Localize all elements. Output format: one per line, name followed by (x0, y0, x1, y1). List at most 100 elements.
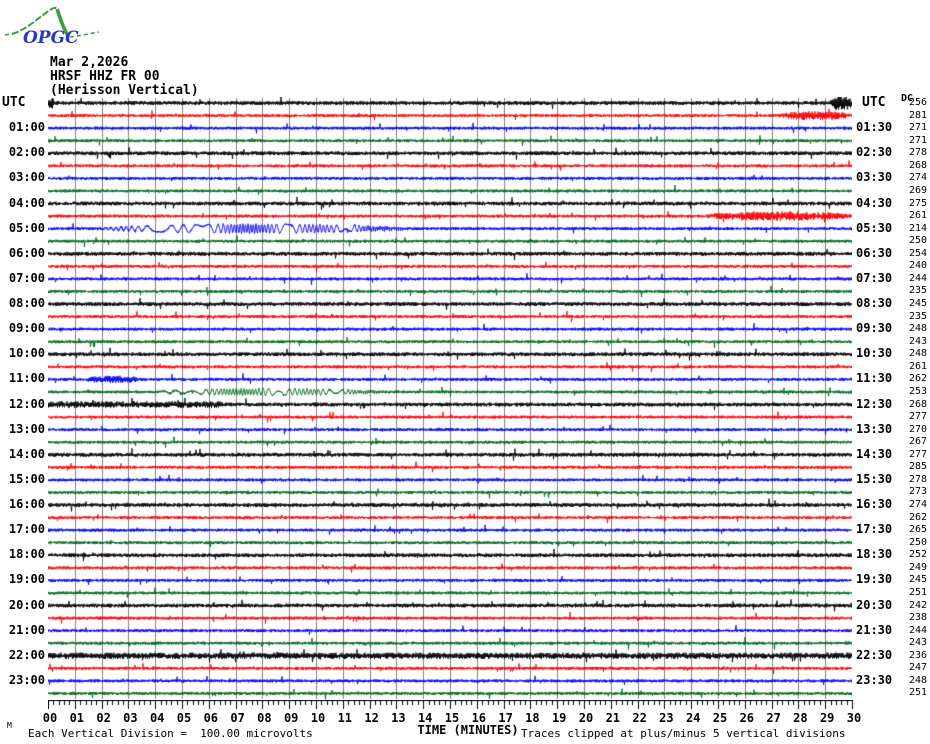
x-tick-label: 22 (632, 711, 647, 725)
left-time-label: 08:00 (8, 296, 45, 310)
corner-mark: M (7, 721, 12, 730)
x-tick-label: 11 (337, 711, 353, 725)
dc-value: 256 (908, 97, 927, 108)
dc-value: 250 (908, 235, 927, 247)
x-tick-label: 18 (525, 711, 540, 725)
right-time-label: 10:30 (856, 346, 893, 361)
dc-value: 243 (908, 335, 927, 347)
dc-value: 271 (908, 134, 927, 146)
right-time-label: 13:30 (856, 421, 893, 436)
left-time-label: 05:00 (8, 220, 45, 235)
x-tick-label: 29 (819, 711, 835, 725)
dc-value: 242 (908, 599, 927, 611)
opgc-logo: OPGC (4, 6, 100, 48)
x-tick-label: 06 (203, 711, 219, 725)
right-time-label: 06:30 (856, 245, 893, 260)
dc-value: 245 (908, 298, 927, 309)
helicorder-traces (48, 97, 852, 701)
dc-value: 248 (908, 674, 927, 686)
right-time-label: 17:30 (856, 522, 893, 537)
time-axis-title: TIME (MINUTES) (417, 723, 519, 737)
dc-value: 251 (908, 687, 927, 699)
time-axis-canvas (48, 700, 854, 713)
dc-value: 274 (908, 172, 927, 184)
left-time-label: 22:00 (8, 647, 45, 662)
right-time-label: 11:30 (856, 371, 893, 386)
left-time-label: 15:00 (8, 471, 45, 486)
dc-value: 250 (908, 536, 927, 548)
dc-value: 271 (908, 122, 927, 134)
right-time-label: 03:30 (856, 170, 893, 185)
left-time-label: 20:00 (8, 597, 45, 612)
right-time-label: 08:30 (856, 296, 893, 310)
dc-value: 235 (908, 285, 927, 297)
dc-value: 244 (908, 624, 927, 636)
x-tick-label: 12 (364, 711, 379, 725)
dc-value: 248 (908, 348, 927, 360)
x-tick-label: 10 (310, 711, 326, 725)
right-time-label: 01:30 (856, 120, 893, 135)
left-time-label: 18:00 (8, 547, 45, 562)
right-time-label: 22:30 (856, 647, 893, 662)
dc-value: 236 (908, 649, 927, 661)
dc-value: 235 (908, 310, 927, 322)
left-time-label: 07:00 (8, 270, 45, 285)
dc-value: 247 (908, 662, 927, 674)
x-tick-label: 24 (685, 711, 701, 725)
header-date: Mar 2,2026 (50, 55, 129, 70)
logo-dash-right (69, 31, 100, 38)
dc-value: 270 (908, 423, 927, 435)
left-time-label: 09:00 (8, 321, 45, 336)
right-time-label: 14:30 (856, 446, 893, 461)
right-time-label: 15:30 (856, 471, 893, 486)
x-tick-label: 09 (283, 711, 299, 725)
dc-value: 278 (908, 473, 927, 485)
left-time-label: 06:00 (8, 245, 45, 260)
dc-value: 281 (908, 109, 927, 121)
x-tick-label: 27 (766, 711, 781, 725)
left-time-label: 03:00 (8, 170, 45, 185)
right-time-label: 19:30 (856, 572, 893, 587)
dc-value: 262 (908, 373, 927, 385)
header-channel: HRSF HHZ FR 00 (50, 69, 160, 84)
dc-value: 285 (908, 461, 927, 473)
logo-text: OPGC (23, 28, 79, 48)
dc-value: 275 (908, 197, 927, 209)
dc-value: 265 (908, 524, 927, 536)
x-tick-label: 14 (417, 711, 433, 725)
dc-value: 261 (908, 210, 927, 222)
x-tick-label: 02 (96, 711, 111, 725)
x-tick-label: 16 (471, 711, 487, 725)
dc-value: 268 (908, 398, 927, 410)
left-time-label: 21:00 (8, 622, 45, 637)
clip-note: Traces clipped at plus/minus 5 vertical … (521, 727, 846, 740)
scale-note: Each Vertical Division = 100.00 microvol… (28, 727, 313, 740)
dc-value: 277 (908, 411, 927, 423)
dc-value: 238 (908, 612, 927, 624)
dc-value: 277 (908, 448, 927, 460)
left-time-label: 12:00 (8, 396, 45, 411)
dc-value: 244 (908, 272, 927, 284)
x-tick-label: 04 (149, 711, 165, 725)
x-tick-label: 30 (846, 711, 862, 725)
dc-value: 269 (908, 184, 927, 196)
right-time-label: 04:30 (856, 195, 893, 210)
dc-value: 249 (908, 561, 927, 573)
dc-value: 267 (908, 436, 927, 448)
dc-value: 243 (908, 637, 927, 649)
right-time-label: 18:30 (856, 547, 893, 562)
x-tick-label: 05 (176, 711, 192, 725)
x-tick-label: 15 (444, 711, 460, 725)
dc-value: 261 (908, 360, 927, 372)
x-tick-label: 13 (391, 711, 406, 725)
x-tick-label: 07 (230, 711, 245, 725)
right-time-label: 05:30 (856, 220, 893, 235)
x-tick-label: 03 (123, 711, 138, 725)
right-time-label: 12:30 (856, 396, 893, 411)
left-axis-utc-label: UTC (2, 95, 26, 110)
x-tick-label: 25 (712, 711, 728, 725)
header-station-name: (Herisson Vertical) (50, 83, 199, 98)
right-time-label: 07:30 (856, 270, 893, 285)
right-axis-utc-label: UTC (862, 95, 886, 110)
x-tick-label: 23 (659, 711, 674, 725)
